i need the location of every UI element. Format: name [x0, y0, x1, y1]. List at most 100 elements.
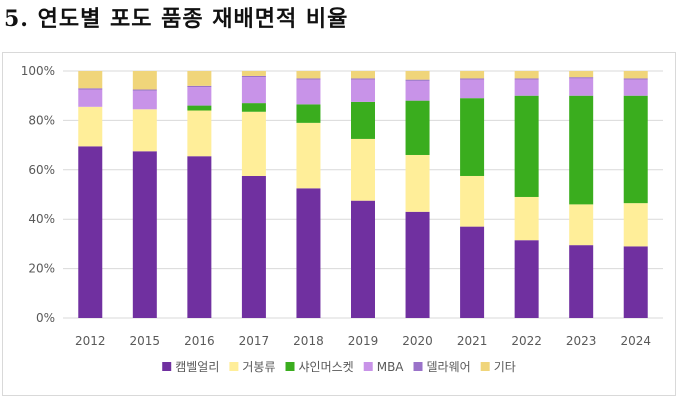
legend-item: 델라웨어 — [413, 360, 471, 374]
bar-segment — [623, 95, 648, 204]
bars — [78, 71, 648, 318]
bar-segment — [460, 98, 485, 176]
bar-segment — [187, 105, 212, 111]
bar-segment — [514, 240, 539, 318]
legend-label: 캠벨얼리 — [175, 360, 219, 374]
bar-segment — [187, 85, 212, 88]
bar-segment — [405, 100, 430, 155]
bar-segment — [514, 78, 539, 80]
bar-segment — [78, 146, 103, 318]
bar-segment — [351, 78, 375, 80]
bar-segment — [241, 111, 266, 176]
stacked-bar-chart: 0%20%40%60%80%100% 2012 2015 2016 2017 2018 2… — [21, 64, 663, 374]
legend-swatch — [285, 362, 295, 371]
bar-segment — [132, 71, 157, 90]
chart-container: 0% 20% 40% 60% 80% 100% 2012 2015 2016 2017 2018 2… — [2, 52, 676, 396]
legend-label: 델라웨어 — [427, 360, 471, 374]
bar-segment — [78, 106, 103, 147]
bar-segment — [132, 89, 157, 91]
y-tick-label: 80% — [28, 113, 55, 127]
x-tick-label: 2021 — [457, 334, 488, 348]
bar-segment — [569, 71, 594, 78]
bar-segment — [460, 71, 485, 79]
x-axis-ticks: 2012 2015 2016 2017 2018 2019 2020 2021 2022 2023… — [75, 334, 651, 348]
x-tick-label: 2016 — [184, 334, 215, 348]
y-tick-label: 0% — [36, 311, 55, 325]
bar-segment — [460, 175, 485, 227]
bar-segment — [623, 203, 648, 247]
bar-segment — [569, 245, 594, 318]
y-tick-label: 60% — [28, 163, 55, 177]
x-tick-label: 2020 — [402, 334, 433, 348]
bar-segment — [241, 103, 266, 112]
bar-segment — [132, 109, 157, 152]
bar-segment — [569, 78, 594, 96]
legend-item: MBA — [363, 360, 405, 374]
x-tick-label: 2024 — [620, 334, 651, 348]
legend-label: 샤인머스켓 — [299, 360, 354, 374]
bar-segment — [296, 188, 321, 318]
bar-segment — [623, 71, 648, 79]
bar-segment — [132, 90, 157, 110]
bar-segment — [569, 77, 594, 79]
bar-segment — [514, 79, 539, 96]
x-tick-label: 2015 — [130, 334, 161, 348]
legend-item: 거봉류 — [229, 360, 276, 374]
bar-segment — [569, 95, 594, 205]
x-tick-label: 2022 — [511, 334, 542, 348]
bar-segment — [187, 71, 212, 86]
bar-segment — [296, 104, 321, 123]
y-axis-ticks: 0% 20% 40% 60% 80% 100% — [21, 64, 55, 325]
bar-segment — [514, 71, 539, 79]
bar-segment — [623, 246, 648, 318]
legend-label: MBA — [377, 360, 405, 374]
legend: 캠벨얼리 거봉류 샤인머스켓 MBA 델라웨어 기타 — [162, 360, 516, 374]
legend-item: 캠벨얼리 — [162, 360, 219, 374]
legend-label: 거봉류 — [242, 360, 275, 374]
bar-segment — [514, 95, 539, 197]
bar-segment — [296, 122, 321, 189]
bar-segment — [569, 204, 594, 246]
bar-segment — [405, 79, 430, 81]
bar-segment — [460, 78, 485, 80]
bar-segment — [78, 71, 103, 89]
legend-swatch — [413, 362, 423, 371]
bar-segment — [514, 196, 539, 241]
x-tick-label: 2017 — [239, 334, 270, 348]
legend-swatch — [480, 362, 490, 371]
bar-segment — [241, 175, 266, 318]
legend-swatch — [363, 362, 373, 371]
y-tick-label: 20% — [28, 262, 55, 276]
bar-segment — [351, 79, 375, 102]
y-tick-label: 40% — [28, 212, 55, 226]
bar-segment — [351, 138, 375, 201]
bar-segment — [187, 110, 212, 157]
bar-segment — [623, 78, 648, 80]
bar-segment — [623, 79, 648, 96]
bar-segment — [405, 80, 430, 101]
bar-segment — [460, 79, 485, 99]
bar-segment — [351, 101, 375, 139]
bar-segment — [296, 79, 321, 105]
legend-item: 샤인머스켓 — [285, 360, 354, 374]
bar-segment — [187, 87, 212, 106]
x-tick-label: 2023 — [566, 334, 597, 348]
bar-segment — [296, 71, 321, 79]
bar-segment — [132, 151, 157, 318]
bar-segment — [241, 75, 266, 78]
bar-segment — [241, 71, 266, 76]
bar-segment — [460, 226, 485, 318]
bar-segment — [405, 71, 430, 80]
legend-swatch — [162, 362, 172, 371]
legend-label: 기타 — [494, 360, 516, 374]
bar-segment — [405, 211, 430, 318]
bar-segment — [241, 77, 266, 104]
bar-segment — [351, 71, 375, 79]
legend-item: 기타 — [480, 360, 516, 374]
page-title: 5. 연도별 포도 품종 재배면적 비율 — [4, 6, 349, 32]
bar-segment — [78, 89, 103, 107]
legend-swatch — [229, 362, 239, 371]
bar-segment — [296, 78, 321, 80]
bar-segment — [351, 200, 375, 318]
x-tick-label: 2018 — [293, 334, 324, 348]
